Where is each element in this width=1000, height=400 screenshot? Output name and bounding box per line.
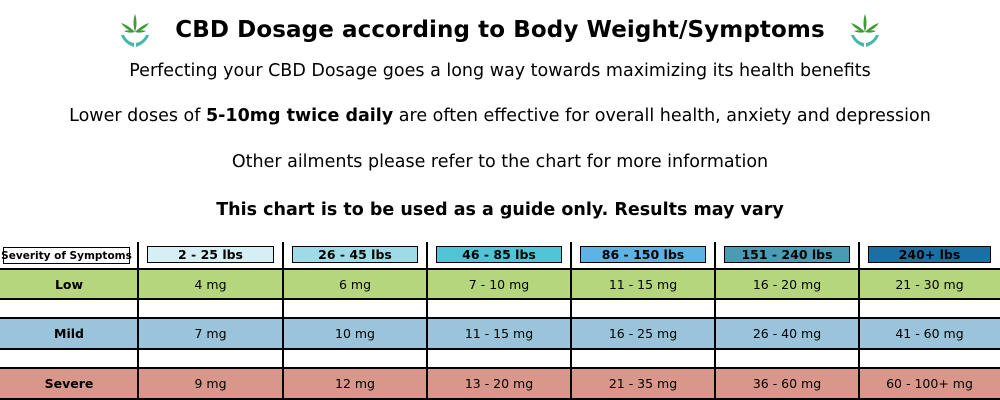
row-band-severe [0, 367, 1000, 400]
dosage-cell: 41 - 60 mg [895, 326, 964, 341]
weight-column-header: 151 - 240 lbs [724, 246, 850, 263]
intro-line-2: Lower doses of 5-10mg twice daily are of… [0, 106, 1000, 126]
weight-column-header: 2 - 25 lbs [147, 246, 274, 263]
column-divider [858, 242, 860, 400]
dosage-cell: 9 mg [194, 376, 227, 391]
severity-label-mild: Mild [54, 326, 84, 341]
column-divider [137, 242, 139, 400]
severity-header: Severity of Symptoms [1, 247, 132, 264]
cannabis-leaf-hands-icon [850, 14, 879, 47]
column-divider [570, 242, 572, 400]
intro-line-3: Other ailments please refer to the chart… [231, 152, 769, 172]
intro-line-2-start: Lower doses of [69, 106, 206, 126]
page-title: CBD Dosage according to Body Weight/Symp… [175, 17, 825, 43]
weight-column-header: 240+ lbs [868, 246, 991, 263]
column-divider [426, 242, 428, 400]
dosage-cell: 16 - 25 mg [608, 326, 678, 341]
dosage-cell: 6 mg [338, 276, 372, 292]
severity-label-severe: Severe [44, 376, 94, 391]
dosage-cell: 12 mg [335, 376, 375, 391]
title-row: CBD Dosage according to Body Weight/Symp… [0, 8, 1000, 52]
dosage-cell: 4 mg [194, 276, 227, 292]
disclaimer: This chart is to be used as a guide only… [216, 200, 784, 220]
weight-column-header: 26 - 45 lbs [292, 246, 418, 263]
dosage-cell: 36 - 60 mg [752, 376, 822, 391]
weight-column-header: 46 - 85 lbs [436, 246, 562, 263]
row-band-mild [0, 317, 1000, 350]
dosage-cell: 7 mg [194, 326, 227, 341]
dosage-cell: 10 mg [335, 326, 375, 341]
dosage-cell: 11 - 15 mg [608, 276, 678, 292]
intro-line-1: Perfecting your CBD Dosage goes a long w… [129, 61, 871, 81]
weight-column-header: 86 - 150 lbs [580, 246, 706, 263]
dosage-cell: 11 - 15 mg [464, 326, 534, 341]
dosage-cell: 13 - 20 mg [464, 376, 534, 391]
intro-line-2-end: are often effective for overall health, … [393, 106, 931, 126]
dosage-cell: 7 - 10 mg [468, 276, 530, 292]
column-divider [282, 242, 284, 400]
cannabis-leaf-hands-icon [121, 14, 150, 47]
row-band-low [0, 268, 1000, 300]
intro-line-2-dose: 5-10mg twice daily [205, 106, 394, 126]
column-divider [714, 242, 716, 400]
dosage-cell: 21 - 30 mg [895, 276, 964, 292]
dosage-cell: 60 - 100+ mg [886, 376, 973, 391]
dosage-cell: 16 - 20 mg [752, 276, 822, 292]
dosage-cell: 26 - 40 mg [752, 326, 822, 341]
severity-label-low: Low [54, 276, 84, 292]
dosage-cell: 21 - 35 mg [608, 376, 678, 391]
